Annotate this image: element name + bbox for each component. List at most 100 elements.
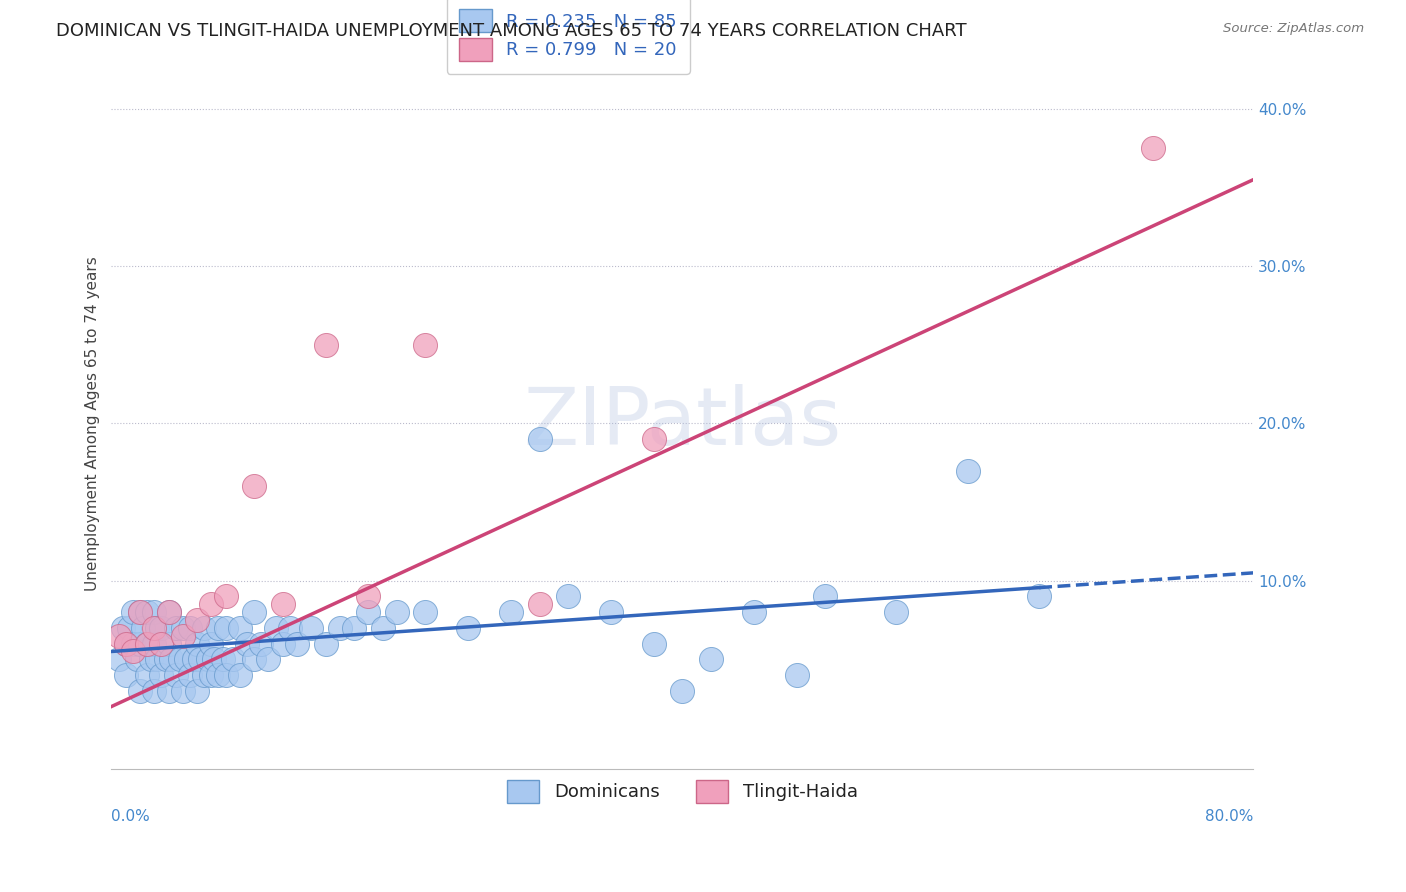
Point [264,621,287,635]
Point [886,605,908,619]
Point [129,683,152,698]
Point [257,652,280,666]
Point [207,668,229,682]
Legend: Dominicans, Tlingit-Haida: Dominicans, Tlingit-Haida [495,767,870,816]
Point [143,605,166,619]
Point [222,652,245,666]
Point [141,652,163,666]
Point [197,652,219,666]
Point [499,605,522,619]
Point [357,605,380,619]
Point [188,652,211,666]
Point [117,621,139,635]
Point [814,590,837,604]
Point [132,621,155,635]
Point [186,683,208,698]
Point [357,590,380,604]
Point [557,590,579,604]
Point [146,652,169,666]
Point [193,621,215,635]
Point [143,683,166,698]
Point [107,652,129,666]
Point [157,683,180,698]
Point [742,605,765,619]
Point [299,621,322,635]
Point [600,605,623,619]
Point [160,652,183,666]
Point [186,613,208,627]
Point [229,668,252,682]
Point [150,637,173,651]
Point [183,652,205,666]
Point [172,683,194,698]
Point [343,621,366,635]
Point [529,432,551,446]
Point [150,668,173,682]
Point [329,621,352,635]
Point [250,637,273,651]
Point [236,637,259,651]
Point [186,637,208,651]
Point [179,668,201,682]
Point [278,621,301,635]
Point [107,629,129,643]
Point [121,637,143,651]
Point [415,338,437,352]
Point [243,652,266,666]
Point [165,621,187,635]
Point [457,621,479,635]
Point [1028,590,1050,604]
Point [285,637,308,651]
Point [207,621,229,635]
Point [1142,141,1164,155]
Point [174,652,197,666]
Point [415,605,437,619]
Point [136,637,159,651]
Point [214,621,236,635]
Point [956,464,979,478]
Point [643,432,665,446]
Point [155,652,177,666]
Point [150,621,173,635]
Point [315,637,337,651]
Point [385,605,408,619]
Point [214,590,236,604]
Point [121,605,143,619]
Point [114,637,136,651]
Point [315,338,337,352]
Point [136,668,159,682]
Text: DOMINICAN VS TLINGIT-HAIDA UNEMPLOYMENT AMONG AGES 65 TO 74 YEARS CORRELATION CH: DOMINICAN VS TLINGIT-HAIDA UNEMPLOYMENT … [56,22,967,40]
Point [643,637,665,651]
Text: 80.0%: 80.0% [1205,809,1253,824]
Point [200,668,222,682]
Point [169,652,191,666]
Point [143,621,166,635]
Point [121,644,143,658]
Point [129,605,152,619]
Point [129,605,152,619]
Point [172,621,194,635]
Point [243,479,266,493]
Point [193,668,215,682]
Point [127,652,149,666]
Point [157,605,180,619]
Point [229,621,252,635]
Point [214,668,236,682]
Y-axis label: Unemployment Among Ages 65 to 74 years: Unemployment Among Ages 65 to 74 years [86,256,100,591]
Point [211,652,233,666]
Point [200,597,222,611]
Point [671,683,693,698]
Point [529,597,551,611]
Point [136,637,159,651]
Point [157,637,180,651]
Point [700,652,723,666]
Point [129,637,152,651]
Point [371,621,394,635]
Point [179,621,201,635]
Point [157,605,180,619]
Point [271,637,294,651]
Point [114,668,136,682]
Point [172,629,194,643]
Point [111,621,134,635]
Point [243,605,266,619]
